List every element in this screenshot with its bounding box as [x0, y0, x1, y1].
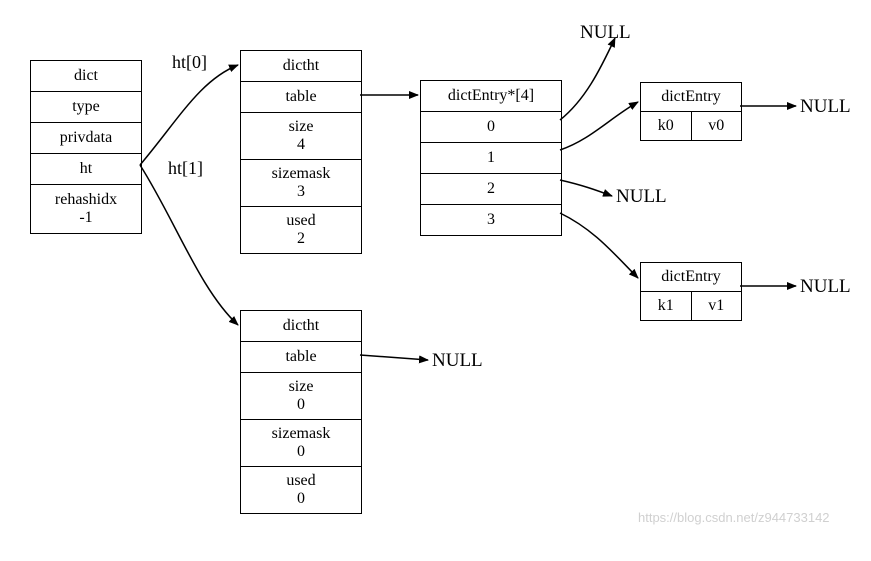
rehashidx-label: rehashidx	[55, 191, 117, 209]
arrow-idx2-null	[560, 180, 612, 196]
dict-entry-0-kv: k0 v0	[641, 112, 741, 140]
dictht1-used-value: 0	[297, 490, 305, 508]
ht1-edge-label: ht[1]	[168, 158, 203, 179]
dict-entry-1-title: dictEntry	[641, 263, 741, 292]
dictht1-used: used 0	[241, 467, 361, 513]
dict-entry-1-val: v1	[692, 292, 742, 320]
dict-field-type: type	[31, 92, 141, 123]
dictht0-sizemask-label: sizemask	[272, 165, 331, 183]
entry-array-0: 0	[421, 112, 561, 143]
arrow-idx0-null	[560, 38, 615, 120]
dictht1-size-value: 0	[297, 396, 305, 414]
dict-entry-0-title: dictEntry	[641, 83, 741, 112]
dictht0-sizemask-value: 3	[297, 183, 305, 201]
ht0-edge-label: ht[0]	[172, 52, 207, 73]
dictht0-sizemask: sizemask 3	[241, 160, 361, 207]
entry-array-title: dictEntry*[4]	[421, 81, 561, 112]
dict-field-ht: ht	[31, 154, 141, 185]
dictht1-used-label: used	[286, 472, 315, 490]
null-label-after-e0: NULL	[800, 96, 851, 118]
null-label-after-e1: NULL	[800, 276, 851, 298]
rehashidx-value: -1	[79, 209, 92, 227]
watermark-text: https://blog.csdn.net/z944733142	[638, 510, 830, 525]
dict-entry-1-kv: k1 v1	[641, 292, 741, 320]
dictht1-sizemask-label: sizemask	[272, 425, 331, 443]
arrow-table1-null	[360, 355, 428, 360]
dict-entry-0-key: k0	[641, 112, 692, 140]
dictht0-table: table	[241, 82, 361, 113]
dictht0-used-label: used	[286, 212, 315, 230]
dictht1-size-label: size	[289, 378, 314, 396]
arrow-ht1	[140, 165, 238, 325]
entry-array: dictEntry*[4] 0 1 2 3	[420, 80, 562, 236]
dictht0-used-value: 2	[297, 230, 305, 248]
null-label-top: NULL	[580, 22, 631, 44]
dict-field-rehashidx: rehashidx -1	[31, 185, 141, 233]
dictht0-size-value: 4	[297, 136, 305, 154]
dictht1-table: table	[241, 342, 361, 373]
dict-entry-0-val: v0	[692, 112, 742, 140]
dictht0-used: used 2	[241, 207, 361, 253]
arrow-ht0	[140, 65, 238, 165]
dict-field-privdata: privdata	[31, 123, 141, 154]
dictht0-title: dictht	[241, 51, 361, 82]
arrow-idx1-entry0	[560, 102, 638, 150]
dict-struct: dict type privdata ht rehashidx -1	[30, 60, 142, 234]
dictht1-sizemask-value: 0	[297, 443, 305, 461]
dict-entry-0: dictEntry k0 v0	[640, 82, 742, 141]
dictht1-title: dictht	[241, 311, 361, 342]
null-label-ht1: NULL	[432, 350, 483, 372]
dictht0-size-label: size	[289, 118, 314, 136]
dictht1-size: size 0	[241, 373, 361, 420]
entry-array-2: 2	[421, 174, 561, 205]
dictht1-struct: dictht table size 0 sizemask 0 used 0	[240, 310, 362, 514]
null-label-idx2: NULL	[616, 186, 667, 208]
entry-array-3: 3	[421, 205, 561, 235]
arrow-idx3-entry1	[560, 213, 638, 278]
dict-title: dict	[31, 61, 141, 92]
dictht0-struct: dictht table size 4 sizemask 3 used 2	[240, 50, 362, 254]
dictht1-sizemask: sizemask 0	[241, 420, 361, 467]
dict-entry-1: dictEntry k1 v1	[640, 262, 742, 321]
entry-array-1: 1	[421, 143, 561, 174]
dict-entry-1-key: k1	[641, 292, 692, 320]
dictht0-size: size 4	[241, 113, 361, 160]
